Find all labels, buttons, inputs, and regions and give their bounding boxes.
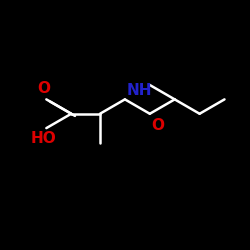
Text: O: O bbox=[37, 80, 50, 96]
Text: O: O bbox=[151, 118, 164, 132]
Text: HO: HO bbox=[31, 130, 57, 146]
Text: NH: NH bbox=[126, 83, 152, 98]
